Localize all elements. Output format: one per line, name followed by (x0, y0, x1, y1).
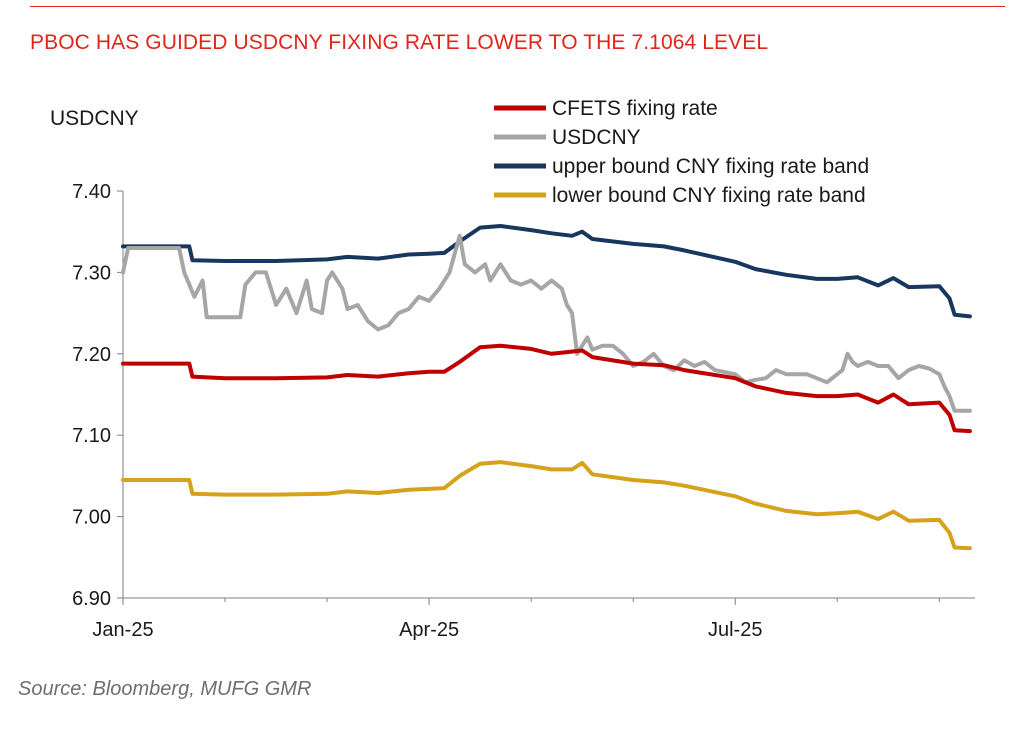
series-line-3 (121, 460, 972, 551)
source-note: Source: Bloomberg, MUFG GMR (18, 678, 312, 700)
series-lines (121, 224, 972, 551)
chart-title: PBOC HAS GUIDED USDCNY FIXING RATE LOWER… (30, 31, 769, 54)
series-line-0 (121, 343, 972, 434)
legend-label: CFETS fixing rate (552, 97, 718, 120)
y-tick-label: 7.10 (72, 425, 111, 447)
legend-label: USDCNY (552, 126, 641, 149)
y-tick-label: 7.40 (72, 181, 111, 203)
x-tick-label: Jul-25 (708, 619, 762, 641)
series-line-2 (121, 224, 972, 319)
y-tick-label: 7.20 (72, 344, 111, 366)
y-tick-label: 7.30 (72, 262, 111, 284)
y-tick-label: 7.00 (72, 507, 111, 529)
title-rule (30, 6, 1005, 7)
y-axis-label: USDCNY (50, 107, 139, 130)
legend-label: lower bound CNY fixing rate band (552, 184, 866, 207)
x-tick-label: Apr-25 (399, 619, 459, 641)
legend-label: upper bound CNY fixing rate band (552, 155, 869, 178)
x-tick-label: Jan-25 (92, 619, 153, 641)
series-line-1 (121, 233, 972, 413)
y-tick-label: 6.90 (72, 588, 111, 610)
axes: 7.40 7.30 7.20 7.10 7.00 6.90 Jan-25 Apr-25 Jul-… (72, 181, 975, 641)
legend: CFETS fixing rate USDCNY upper bound CNY f… (494, 97, 869, 207)
